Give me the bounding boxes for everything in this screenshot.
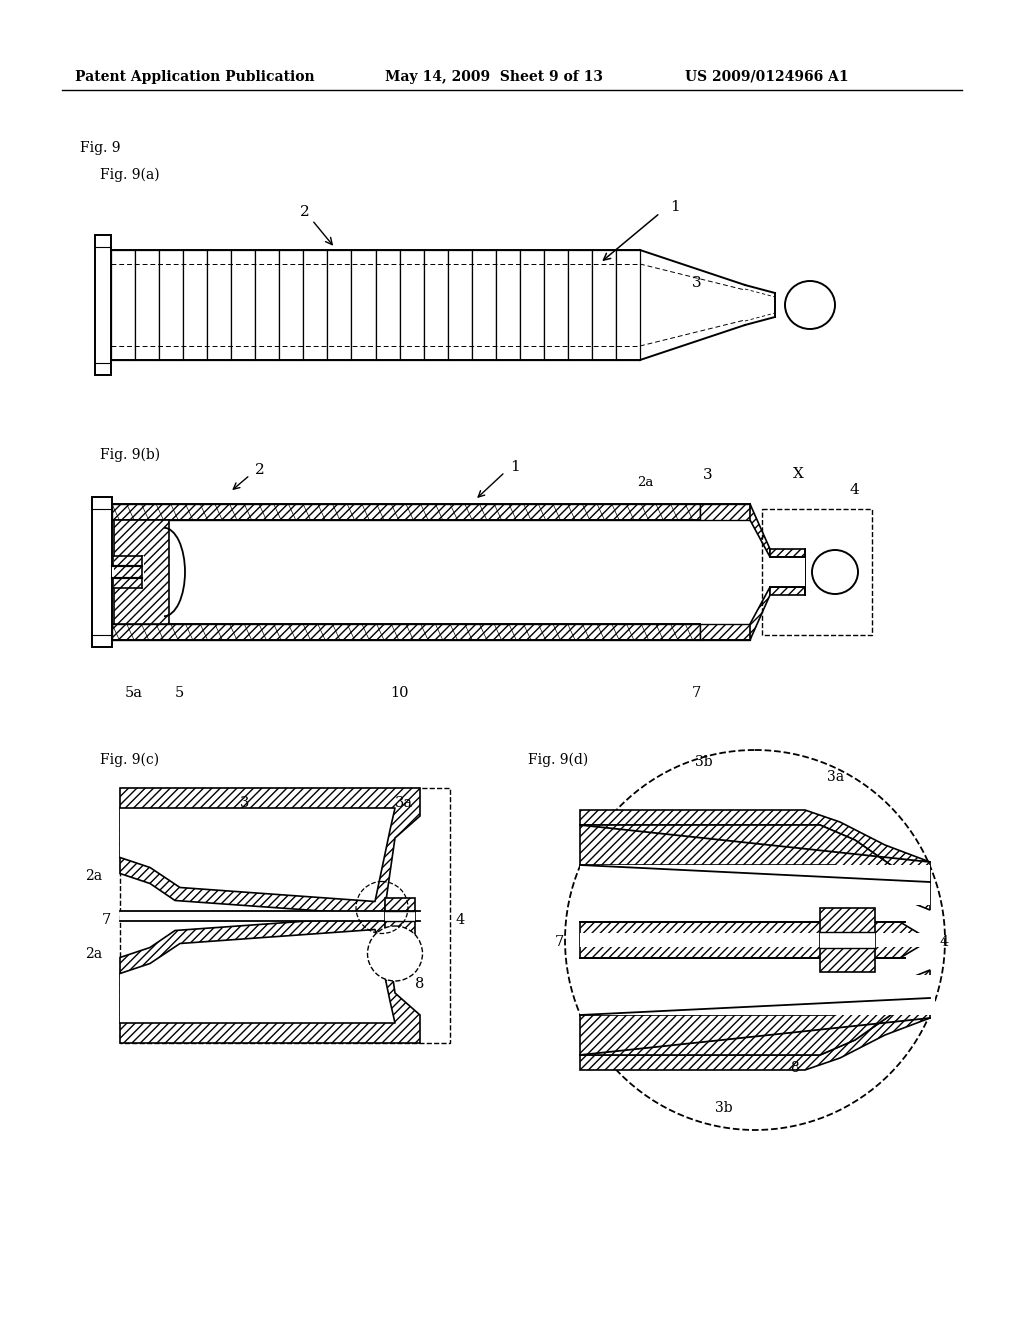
Text: 3a: 3a bbox=[395, 796, 413, 810]
Bar bbox=[120, 788, 450, 1043]
Bar bbox=[92, 498, 112, 647]
Text: 2a: 2a bbox=[85, 946, 102, 961]
Text: 7: 7 bbox=[555, 935, 564, 949]
Ellipse shape bbox=[368, 927, 423, 981]
Text: 2a: 2a bbox=[637, 475, 653, 488]
Bar bbox=[820, 932, 874, 948]
Bar bbox=[376, 249, 399, 360]
Text: 3: 3 bbox=[240, 796, 250, 810]
Text: Fig. 9(a): Fig. 9(a) bbox=[100, 168, 160, 182]
Polygon shape bbox=[120, 808, 395, 902]
Text: 4: 4 bbox=[793, 282, 803, 297]
Bar bbox=[112, 566, 142, 578]
Bar bbox=[255, 249, 280, 360]
Text: 2a: 2a bbox=[85, 869, 102, 883]
Text: 3: 3 bbox=[692, 276, 701, 290]
Bar bbox=[616, 249, 640, 360]
Bar bbox=[447, 249, 472, 360]
Text: X: X bbox=[793, 467, 804, 480]
Text: Fig. 9: Fig. 9 bbox=[80, 141, 121, 154]
Text: Fig. 9(d): Fig. 9(d) bbox=[528, 752, 588, 767]
Text: 5a: 5a bbox=[125, 686, 143, 700]
Ellipse shape bbox=[785, 281, 835, 329]
Bar bbox=[183, 249, 207, 360]
Text: 5: 5 bbox=[175, 686, 184, 700]
Text: 8: 8 bbox=[790, 1061, 799, 1074]
Bar bbox=[399, 249, 424, 360]
Text: 7: 7 bbox=[102, 913, 112, 928]
Text: 10: 10 bbox=[390, 686, 409, 700]
Text: 1: 1 bbox=[510, 459, 520, 474]
Bar bbox=[112, 624, 700, 640]
Bar bbox=[770, 549, 805, 557]
Bar bbox=[580, 933, 940, 946]
Bar bbox=[231, 249, 255, 360]
Bar bbox=[424, 249, 447, 360]
Bar bbox=[280, 249, 303, 360]
Bar bbox=[544, 249, 568, 360]
Bar bbox=[135, 249, 159, 360]
Text: 4: 4 bbox=[849, 483, 859, 498]
Polygon shape bbox=[120, 929, 395, 1023]
Bar bbox=[472, 249, 496, 360]
Text: 2: 2 bbox=[300, 205, 309, 219]
Bar bbox=[762, 510, 872, 635]
Text: May 14, 2009  Sheet 9 of 13: May 14, 2009 Sheet 9 of 13 bbox=[385, 70, 603, 84]
Text: 4: 4 bbox=[940, 935, 949, 949]
Bar bbox=[592, 249, 616, 360]
Polygon shape bbox=[750, 504, 770, 557]
Text: 3a: 3a bbox=[827, 770, 844, 784]
Bar bbox=[820, 908, 874, 972]
Text: US 2009/0124966 A1: US 2009/0124966 A1 bbox=[685, 70, 849, 84]
Text: Fig. 9(c): Fig. 9(c) bbox=[100, 752, 159, 767]
Text: 4: 4 bbox=[455, 913, 464, 928]
Ellipse shape bbox=[565, 750, 945, 1130]
Bar bbox=[770, 587, 805, 595]
Bar bbox=[385, 911, 415, 920]
Bar bbox=[770, 557, 805, 587]
Text: Patent Application Publication: Patent Application Publication bbox=[75, 70, 314, 84]
Text: 1: 1 bbox=[670, 201, 680, 214]
Polygon shape bbox=[580, 970, 930, 1055]
Bar bbox=[303, 249, 328, 360]
Bar bbox=[351, 249, 376, 360]
Text: 3: 3 bbox=[703, 469, 713, 482]
Bar bbox=[120, 911, 420, 920]
Ellipse shape bbox=[812, 550, 858, 594]
Bar bbox=[568, 249, 592, 360]
Bar bbox=[114, 556, 144, 587]
Bar bbox=[112, 520, 700, 624]
Bar bbox=[112, 504, 700, 520]
Polygon shape bbox=[120, 788, 420, 916]
Bar bbox=[385, 898, 415, 933]
Bar bbox=[111, 249, 135, 360]
Polygon shape bbox=[580, 998, 930, 1071]
Bar bbox=[114, 520, 169, 624]
Bar bbox=[580, 975, 935, 1015]
Polygon shape bbox=[640, 249, 780, 360]
Bar bbox=[159, 249, 183, 360]
Polygon shape bbox=[750, 587, 770, 640]
Text: 3b: 3b bbox=[715, 1101, 732, 1115]
Bar bbox=[95, 235, 111, 375]
Text: 7: 7 bbox=[692, 686, 701, 700]
Text: Y: Y bbox=[347, 869, 356, 883]
Bar bbox=[328, 249, 351, 360]
Bar bbox=[520, 249, 544, 360]
Polygon shape bbox=[120, 916, 420, 1043]
Bar bbox=[700, 504, 750, 520]
Text: 3b: 3b bbox=[695, 755, 713, 770]
Text: 2: 2 bbox=[255, 463, 265, 477]
Polygon shape bbox=[580, 825, 930, 909]
Polygon shape bbox=[580, 921, 930, 958]
Text: 8: 8 bbox=[415, 977, 424, 990]
Text: Fig. 9(b): Fig. 9(b) bbox=[100, 447, 160, 462]
Bar bbox=[114, 556, 142, 587]
Bar bbox=[496, 249, 520, 360]
Polygon shape bbox=[580, 810, 930, 882]
Bar bbox=[207, 249, 231, 360]
Bar bbox=[580, 865, 930, 906]
Bar bbox=[700, 624, 750, 640]
